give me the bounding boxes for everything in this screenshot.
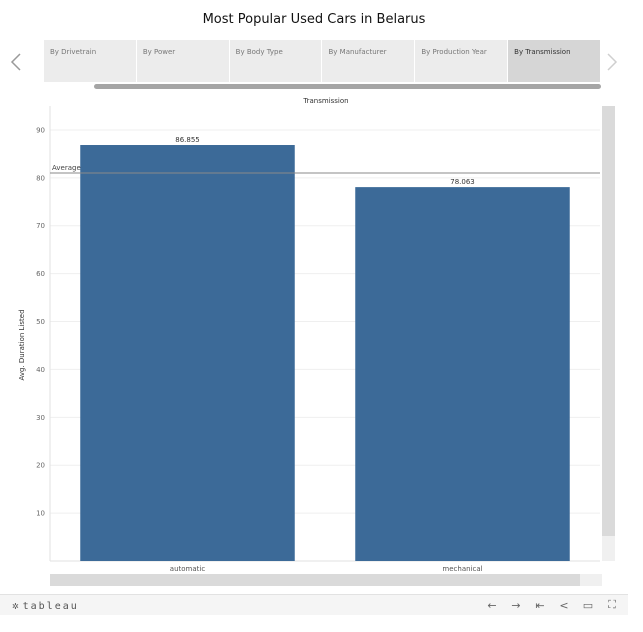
chevron-right-icon[interactable] [604, 50, 620, 74]
chart-title: Transmission [302, 97, 348, 105]
chevron-left-icon[interactable] [8, 50, 24, 74]
tab-scrollbar-thumb[interactable] [94, 84, 601, 89]
tab-by-manufacturer[interactable]: By Manufacturer [322, 40, 416, 82]
comment-icon[interactable]: ▭ [582, 598, 594, 612]
average-label: Average [52, 164, 81, 172]
bar-automatic[interactable] [80, 145, 295, 561]
fullscreen-icon[interactable]: ⛶ [608, 598, 616, 611]
y-tick-label: 70 [36, 222, 45, 230]
share-icon[interactable]: < [559, 598, 569, 612]
tableau-footer: ✲ tableau ← → ⇤ < ▭ ⛶ [0, 594, 628, 615]
average-reference-line: Average [50, 164, 600, 174]
y-tick-label: 20 [36, 462, 45, 470]
data-label: 78.063 [450, 178, 475, 186]
y-tick-label: 50 [36, 318, 45, 326]
tab-by-power[interactable]: By Power [136, 40, 230, 82]
x-tick-label: mechanical [442, 565, 482, 573]
undo-icon[interactable]: ← [487, 598, 497, 612]
brand-name: tableau [22, 601, 79, 612]
x-tick-label: automatic [170, 565, 206, 573]
tab-by-transmission[interactable]: By Transmission [508, 40, 601, 82]
tab-bar: By Drivetrain By Power By Body Type By M… [44, 40, 601, 82]
page-title: Most Popular Used Cars in Belarus [202, 12, 426, 27]
tableau-logo-icon: ✲ [12, 599, 21, 612]
y-tick-label: 80 [36, 174, 45, 182]
y-tick-label: 40 [36, 366, 45, 374]
bars: 86.855 78.063 [80, 136, 570, 561]
redo-icon[interactable]: → [511, 598, 521, 612]
y-tick-label: 60 [36, 270, 45, 278]
y-tick-label: 10 [36, 510, 45, 518]
vertical-scrollbar-thumb[interactable] [602, 106, 615, 536]
tableau-logo[interactable]: ✲ tableau [12, 599, 79, 612]
revert-icon[interactable]: ⇤ [535, 598, 545, 612]
y-axis-label: Avg. Duration Listed [18, 309, 26, 380]
data-label: 86.855 [175, 136, 200, 144]
y-tick-label: 90 [36, 126, 45, 134]
horizontal-scrollbar-thumb[interactable] [50, 574, 580, 586]
bar-mechanical[interactable] [355, 187, 570, 561]
tab-by-body-type[interactable]: By Body Type [229, 40, 323, 82]
tab-by-drivetrain[interactable]: By Drivetrain [44, 40, 137, 82]
tab-by-production-year[interactable]: By Production Year [415, 40, 509, 82]
toolbar: ← → ⇤ < ▭ ⛶ [484, 598, 620, 612]
y-tick-labels: 10 20 30 40 50 60 70 80 90 [36, 126, 45, 517]
y-tick-label: 30 [36, 414, 45, 422]
bar-chart: Transmission Avg. Duration Listed 10 20 30… [18, 97, 600, 573]
x-tick-labels: automatic mechanical [170, 565, 483, 573]
